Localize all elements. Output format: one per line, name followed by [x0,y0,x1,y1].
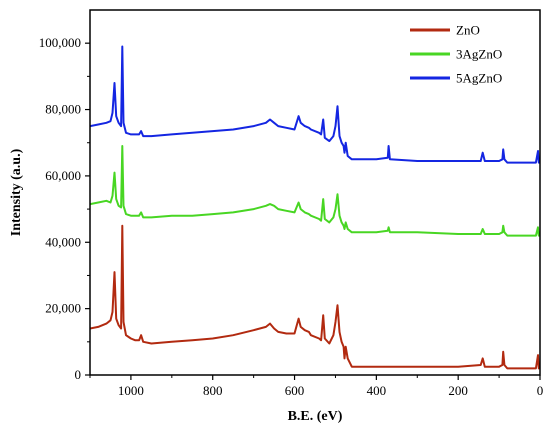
y-tick-label: 20,000 [45,301,81,316]
x-tick-label: 1000 [118,383,144,398]
y-axis: 0 20,000 40,000 60,000 80,000 100,000 [39,35,90,382]
legend: ZnO 3AgZnO 5AgZnO [410,23,502,86]
x-axis: 1000 800 600 400 200 0 [89,375,544,398]
series-line-5agzno [90,45,540,164]
x-tick-label: 400 [367,383,387,398]
legend-label-5agzno: 5AgZnO [456,71,502,86]
y-tick-label: 100,000 [39,35,81,50]
x-tick-label: 800 [203,383,223,398]
series-line-3agzno [90,145,540,237]
x-axis-title: B.E. (eV) [288,409,343,424]
x-tick-label: 200 [448,383,468,398]
legend-label-3agzno: 3AgZnO [456,47,502,62]
legend-label-zno: ZnO [456,23,480,38]
x-tick-label: 0 [537,383,544,398]
y-tick-label: 0 [75,367,82,382]
plot-frame [89,9,541,376]
plot-series-group [90,45,540,370]
series-line-zno [90,224,540,370]
y-tick-label: 40,000 [45,234,81,249]
y-tick-label: 80,000 [45,102,81,117]
x-tick-label: 600 [285,383,305,398]
y-axis-title: Intensity (a.u.) [9,148,24,236]
y-tick-label: 60,000 [45,168,81,183]
